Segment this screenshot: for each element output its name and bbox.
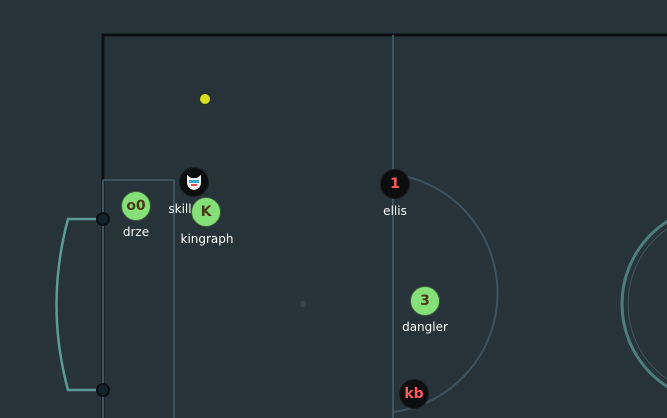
player-name-ellis: ellis xyxy=(383,204,407,218)
center-arc xyxy=(392,173,499,413)
goal-post-bottom xyxy=(96,383,110,397)
player-kingraph[interactable]: K xyxy=(191,197,221,227)
player-dangler[interactable]: 3 xyxy=(410,286,440,316)
player-number: 1 xyxy=(390,176,400,192)
player-drze[interactable]: o0 xyxy=(121,191,151,221)
player-name-skill: skill xyxy=(168,202,192,216)
player-ellis[interactable]: 1 xyxy=(380,169,410,199)
faceoff-dot xyxy=(300,301,306,307)
puck xyxy=(199,93,211,105)
player-number: 3 xyxy=(420,293,430,309)
faceoff-circle xyxy=(620,219,667,389)
player-number: kb xyxy=(404,386,424,402)
player-name-drze: drze xyxy=(122,225,150,239)
shield-face-icon xyxy=(187,175,201,190)
player-name-dangler: dangler xyxy=(402,320,448,334)
player-name-kingraph: kingraph xyxy=(180,232,234,246)
faceoff-circle-inner xyxy=(627,228,667,380)
player-number: K xyxy=(200,204,212,220)
player-kb[interactable]: kb xyxy=(399,379,429,409)
goal-crease xyxy=(55,217,103,392)
player-skill[interactable] xyxy=(179,167,209,197)
player-number: o0 xyxy=(126,198,146,214)
goal-post-top xyxy=(96,212,110,226)
